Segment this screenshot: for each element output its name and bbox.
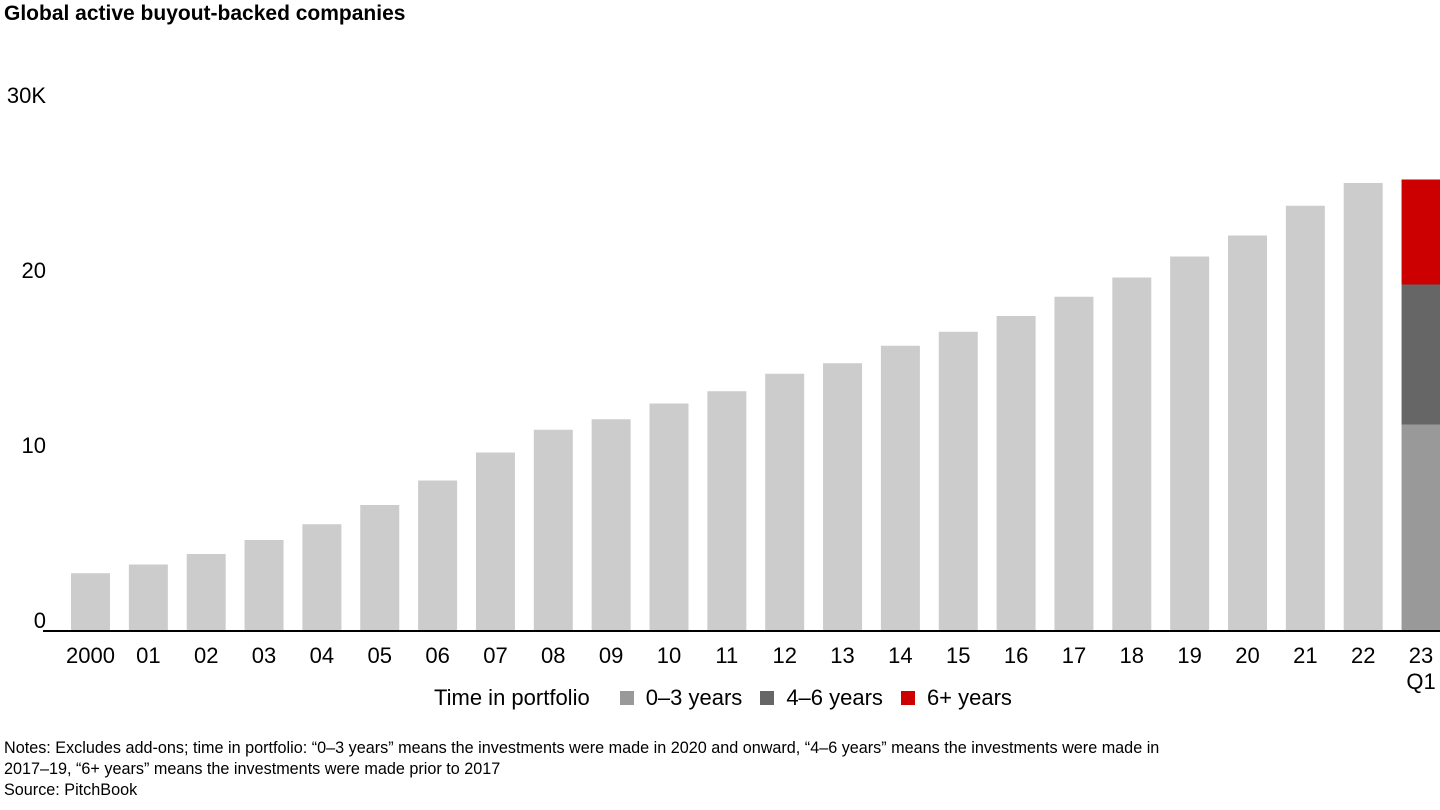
- bar-17: [1054, 296, 1094, 631]
- bar-18: [1112, 277, 1152, 631]
- x-tick-label-01: 01: [136, 643, 160, 668]
- bar-20: [1228, 235, 1267, 631]
- bar-04: [302, 524, 342, 631]
- bar-21: [1285, 205, 1325, 631]
- bar-11: [707, 391, 747, 631]
- bar-12: [765, 373, 805, 631]
- x-tick-label-18: 18: [1120, 643, 1144, 668]
- legend: Time in portfolio 0–3 years 4–6 years 6+…: [434, 684, 1030, 712]
- x-tick-label-20: 20: [1235, 643, 1259, 668]
- x-tick-label-09: 09: [599, 643, 623, 668]
- legend-item-6-plus-years: 6+ years: [900, 685, 1012, 711]
- x-tick-label-14: 14: [888, 643, 912, 668]
- bar-07: [475, 452, 515, 631]
- bar-13: [823, 363, 863, 631]
- y-tick-label-20: 20: [22, 258, 46, 283]
- bar-03: [244, 540, 284, 631]
- x-tick-label-13: 13: [830, 643, 854, 668]
- bar-15: [938, 331, 978, 631]
- bar-segment-23-q1-0-3-years: [1401, 424, 1440, 631]
- chart-title: Global active buyout-backed companies: [4, 2, 406, 25]
- bar-08: [533, 429, 573, 631]
- notes: Notes: Excludes add-ons; time in portfol…: [4, 738, 1440, 801]
- legend-label-0-3-years: 0–3 years: [645, 685, 743, 710]
- x-tick-label-10: 10: [657, 643, 681, 668]
- x-tick-label-17: 17: [1062, 643, 1086, 668]
- legend-swatch-0-3-years: [619, 691, 634, 705]
- legend-title: Time in portfolio: [434, 685, 590, 710]
- x-tick-label-02: 02: [194, 643, 218, 668]
- y-tick-label-30k: 30K: [7, 83, 46, 108]
- legend-swatch-4-6-years: [760, 691, 775, 705]
- x-tick-label-03: 03: [252, 643, 276, 668]
- bar-segment-23-q1-6-plus-years: [1401, 179, 1440, 285]
- legend-swatch-6-plus-years: [900, 691, 915, 705]
- bar-09: [591, 419, 631, 631]
- bar-02: [186, 554, 226, 631]
- bar-19: [1170, 256, 1210, 631]
- x-tick-label-11: 11: [715, 643, 738, 668]
- x-tick-label-07: 07: [483, 643, 507, 668]
- x-tick-label-21: 21: [1293, 643, 1317, 668]
- bar-segment-23-q1-4-6-years: [1401, 284, 1440, 425]
- x-tick-label-16: 16: [1004, 643, 1028, 668]
- legend-item-0-3-years: 0–3 years: [619, 685, 743, 711]
- bar-chart: 0 10 20 30K 2000 01 02 03 04 05 06 07 08 09 10 11 12 13 14…: [7, 83, 1440, 694]
- notes-line-1: Notes: Excludes add-ons; time in portfol…: [4, 739, 1160, 757]
- source-line: Source: PitchBook: [4, 781, 138, 799]
- bar-2000: [71, 573, 110, 631]
- x-tick-label-08: 08: [541, 643, 565, 668]
- x-tick-label-12: 12: [772, 643, 796, 668]
- x-tick-label-23-q1: 23 Q1: [1406, 643, 1435, 694]
- x-tick-label-2000: 2000: [66, 643, 115, 668]
- x-tick-label-05: 05: [368, 643, 392, 668]
- y-tick-label-0: 0: [34, 608, 46, 633]
- x-tick-label-04: 04: [310, 643, 334, 668]
- bar-22: [1343, 183, 1383, 631]
- legend-item-4-6-years: 4–6 years: [760, 685, 883, 711]
- bar-05: [360, 505, 400, 631]
- x-tick-label-15: 15: [946, 643, 970, 668]
- x-tick-label-22: 22: [1351, 643, 1375, 668]
- bar-01: [128, 564, 168, 631]
- legend-label-4-6-years: 4–6 years: [786, 685, 883, 710]
- y-tick-label-10: 10: [22, 433, 46, 458]
- bar-10: [649, 403, 689, 631]
- bar-06: [418, 480, 458, 631]
- x-tick-label-19: 19: [1177, 643, 1201, 668]
- bar-14: [880, 345, 920, 631]
- x-tick-label-06: 06: [425, 643, 449, 668]
- legend-label-6-plus-years: 6+ years: [926, 685, 1012, 710]
- bar-16: [996, 316, 1036, 631]
- notes-line-2: 2017–19, “6+ years” means the investment…: [4, 760, 501, 778]
